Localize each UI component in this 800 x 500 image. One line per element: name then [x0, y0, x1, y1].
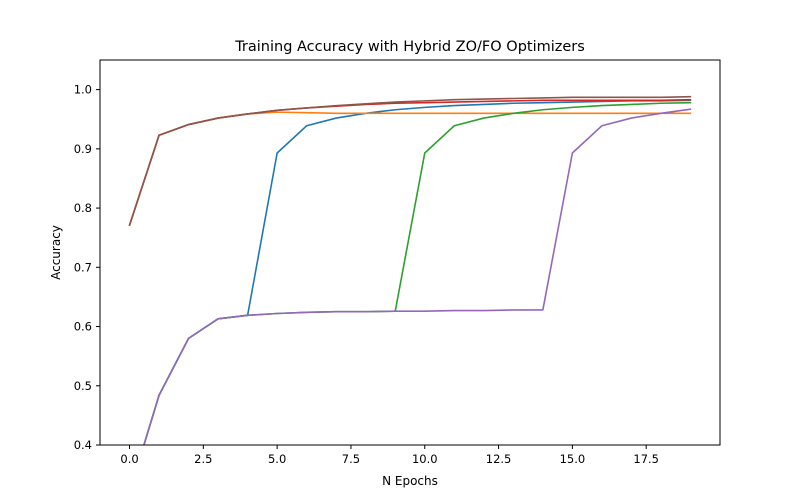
axis-layer: 0.0 2.5 5.0 7.5 10.0 12.5 15.0 17.5 0.4 0.5 0.6 0.7…	[74, 83, 659, 466]
x-tick-label: 0.0	[120, 452, 138, 466]
y-tick-label: 1.0	[74, 83, 92, 97]
plot-frame	[99, 59, 721, 446]
x-tick-label: 12.5	[486, 452, 512, 466]
x-tick-label: 5.0	[268, 452, 286, 466]
series-line-5	[143, 108, 692, 445]
y-tick-label: 0.8	[74, 201, 92, 215]
y-tick-label: 0.6	[74, 320, 92, 334]
x-tick-label: 10.0	[412, 452, 438, 466]
series-layer	[128, 95, 692, 445]
x-tick-label: 2.5	[194, 452, 212, 466]
series-line-1	[143, 99, 692, 445]
x-axis-label: N Epochs	[382, 474, 438, 488]
x-tick-label: 15.0	[560, 452, 586, 466]
y-axis-label: Accuracy	[49, 225, 63, 280]
series-line-3	[143, 101, 692, 445]
y-tick-label: 0.7	[74, 260, 92, 274]
y-tick-label: 0.4	[74, 438, 92, 452]
x-tick-label: 7.5	[342, 452, 360, 466]
x-tick-label: 17.5	[633, 452, 659, 466]
y-tick-label: 0.5	[74, 379, 92, 393]
series-line-2	[128, 111, 692, 227]
y-tick-label: 0.9	[74, 142, 92, 156]
chart-title: Training Accuracy with Hybrid ZO/FO Opti…	[234, 39, 585, 55]
series-line-6	[128, 95, 692, 227]
